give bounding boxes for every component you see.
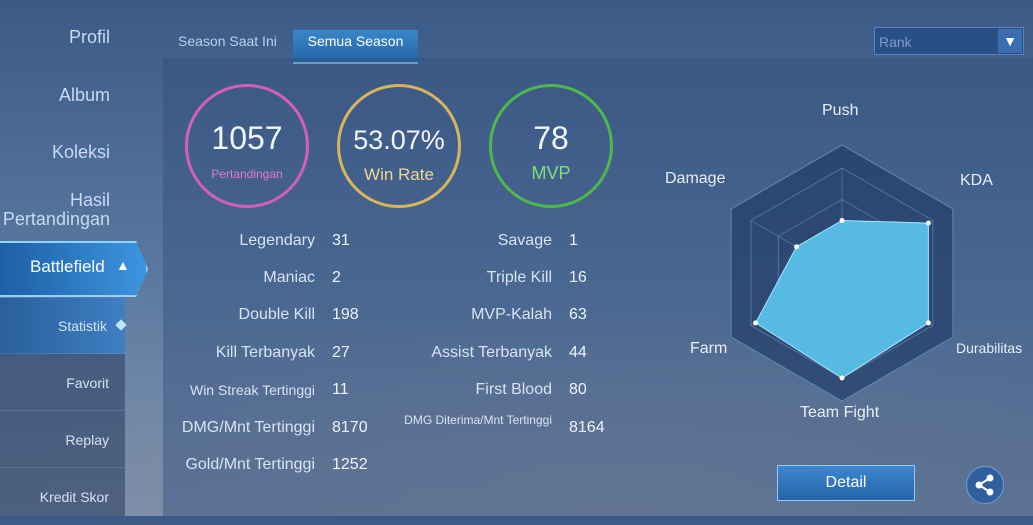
submenu-item-favorit[interactable]: Favorit [0, 355, 125, 411]
stat-value: 44 [569, 344, 587, 361]
submenu-label: Statistik [57, 318, 107, 334]
win-rate-ring: 53.07% Win Rate [337, 84, 461, 208]
stat-label: First Blood [475, 381, 552, 398]
matches-label: Pertandingan [211, 167, 283, 181]
stat-value: 16 [569, 269, 587, 286]
submenu-item-kredit-skor[interactable]: Kredit Skor [0, 469, 125, 525]
stat-value: 1 [569, 232, 578, 249]
sidebar-item-koleksi[interactable]: Koleksi [51, 142, 110, 162]
stat-value: 2 [332, 269, 341, 286]
radar-label-durabilitas: Durabilitas [956, 340, 1023, 356]
share-button[interactable] [966, 466, 1004, 504]
rank-select[interactable]: Rank ▼ [874, 27, 1024, 55]
stat-label: DMG Diterima/Mnt Tertinggi [404, 413, 552, 427]
stat-value: 80 [569, 381, 587, 398]
submenu-item-statistik[interactable]: Statistik [0, 298, 127, 354]
matches-value: 1057 [211, 120, 283, 156]
stat-label: Triple Kill [486, 269, 552, 286]
sidebar: Profil Album Koleksi Hasil Pertandingan … [0, 0, 150, 516]
stat-label: Gold/Mnt Tertinggi [185, 456, 315, 473]
tab-semua-season[interactable]: Semua Season [293, 30, 418, 64]
stat-label: Legendary [239, 232, 315, 249]
radar-label-push: Push [822, 102, 859, 119]
stat-label: Double Kill [238, 306, 315, 323]
submenu-label: Favorit [66, 375, 109, 391]
submenu-label: Kredit Skor [39, 489, 109, 505]
stat-label: Maniac [263, 269, 315, 286]
chevron-up-icon: ▲ [116, 257, 130, 273]
sidebar-item-hasil-pertandingan[interactable]: Hasil Pertandingan [2, 190, 110, 229]
stat-value: 11 [332, 381, 349, 398]
radar-label-team-fight: Team Fight [800, 404, 880, 421]
win-rate-value: 53.07% [353, 125, 445, 155]
sidebar-item-battlefield[interactable] [0, 241, 148, 297]
radar-label-kda: KDA [960, 172, 993, 189]
rank-select-value: Rank [879, 34, 912, 50]
stat-value: 198 [332, 306, 359, 323]
stat-label: Savage [497, 232, 552, 249]
stat-value: 63 [569, 306, 587, 323]
tab-season-saat-ini[interactable]: Season Saat Ini [178, 33, 277, 49]
sidebar-item-album[interactable]: Album [58, 85, 110, 105]
stat-value: 1252 [332, 456, 368, 473]
stat-label: Kill Terbanyak [215, 344, 315, 361]
win-rate-label: Win Rate [364, 165, 434, 184]
stat-label: Assist Terbanyak [431, 344, 552, 361]
submenu-label: Replay [65, 432, 109, 448]
mvp-ring: 78 MVP [489, 84, 613, 208]
detail-button[interactable]: Detail [777, 465, 915, 501]
chevron-down-icon[interactable]: ▼ [998, 29, 1022, 53]
battlefield-submenu: Statistik Favorit Replay Kredit Skor [0, 298, 127, 516]
share-icon [975, 474, 994, 496]
sidebar-item-profil[interactable]: Profil [68, 27, 110, 47]
stat-value: 8164 [569, 419, 605, 436]
submenu-item-replay[interactable]: Replay [0, 412, 125, 468]
mvp-label: MVP [531, 163, 571, 183]
stat-label: MVP-Kalah [471, 306, 552, 323]
stat-value: 31 [332, 232, 350, 249]
stat-value: 27 [332, 344, 350, 361]
mvp-value: 78 [533, 120, 569, 156]
matches-ring: 1057 Pertandingan [185, 84, 309, 208]
stat-label: DMG/Mnt Tertinggi [181, 419, 315, 436]
radar-label-farm: Farm [690, 340, 728, 357]
stat-value: 8170 [332, 419, 368, 436]
stat-label: Win Streak Tertinggi [189, 382, 315, 398]
battlefield-label: Battlefield [30, 257, 105, 276]
radar-label-damage: Damage [665, 170, 726, 187]
